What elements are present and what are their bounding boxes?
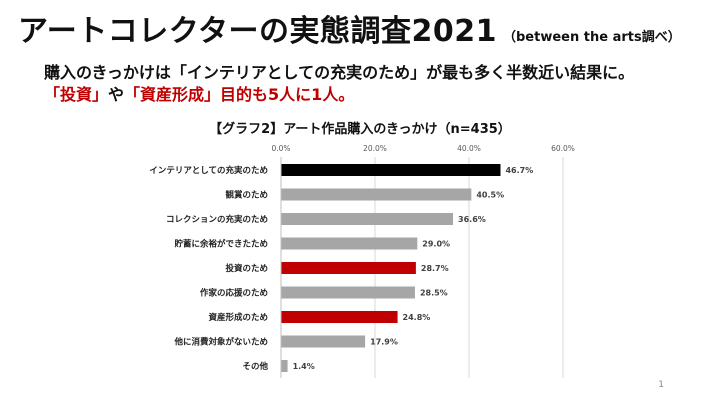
value-label: 17.9%	[370, 338, 398, 347]
category-label: 貯蓄に余裕ができたため	[174, 239, 268, 250]
value-label: 29.0%	[422, 240, 450, 249]
subtitle-highlight-investment: 「投資」	[44, 85, 109, 104]
subtitle-highlight-asset: 「資産形成」	[124, 85, 221, 104]
bar	[281, 311, 398, 323]
category-label: 資産形成のため	[207, 312, 268, 323]
value-label: 1.4%	[293, 362, 315, 371]
category-label: 観賞のため	[225, 190, 268, 201]
subtitle-line-1: 購入のきっかけは「インテリアとしての充実のため」が最も多く半数近い結果に。	[44, 63, 635, 82]
subtitle-line-2: 「投資」や「資産形成」目的も5人に1人。	[44, 84, 704, 106]
title-note: （between the arts調べ）	[503, 30, 681, 45]
x-tick-label: 20.0%	[363, 144, 387, 153]
bar	[281, 188, 472, 201]
chart-title: 【グラフ2】アート作品購入のきっかけ（n=435）	[209, 122, 511, 137]
x-tick-label: 0.0%	[271, 144, 290, 153]
category-label: 作家の応援のため	[200, 288, 268, 299]
value-label: 36.6%	[458, 215, 486, 224]
value-label: 40.5%	[476, 191, 504, 200]
x-tick-label: 60.0%	[551, 144, 575, 153]
category-label: インテリアとしての充実のため	[149, 165, 268, 176]
subtitle-conclusion: 目的も5人に1人。	[220, 85, 355, 104]
category-label: 投資のため	[225, 263, 268, 274]
category-label: 他に消費対象がないため	[173, 337, 268, 348]
x-tick-label: 40.0%	[457, 144, 481, 153]
category-label: その他	[242, 361, 268, 372]
subtitle-connector: や	[108, 85, 125, 104]
value-label: 28.5%	[420, 289, 448, 298]
bar	[281, 164, 501, 176]
bar	[281, 286, 415, 299]
bar	[281, 262, 416, 274]
page-number: 1	[658, 380, 664, 390]
title-row: アートコレクターの実態調査2021 （between the arts調べ）	[18, 6, 708, 49]
value-label: 28.7%	[421, 264, 449, 273]
bar	[281, 360, 288, 372]
category-label: コレクションの充実のため	[166, 214, 268, 225]
bar	[281, 213, 454, 225]
bar	[281, 335, 366, 348]
bar	[281, 237, 418, 250]
subtitle: 購入のきっかけは「インテリアとしての充実のため」が最も多く半数近い結果に。 「投…	[44, 62, 704, 106]
value-label: 24.8%	[403, 313, 431, 322]
slide-title: アートコレクターの実態調査2021	[18, 14, 497, 49]
value-label: 46.7%	[505, 166, 533, 175]
